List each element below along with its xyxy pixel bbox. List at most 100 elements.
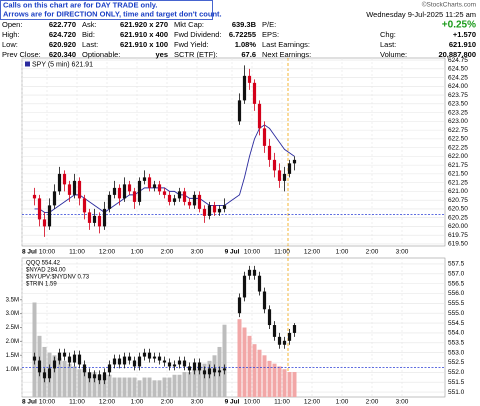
y-tick-label: 620.00 — [448, 223, 468, 230]
volume-bar — [132, 377, 137, 397]
volume-bar — [122, 377, 127, 397]
y-tick-label: 623.75 — [448, 92, 468, 99]
note-box — [0, 0, 213, 20]
x-tick-label: 10:00 — [244, 399, 261, 406]
y-tick-label: 622.25 — [448, 144, 468, 151]
quote-cell: 639.3B — [232, 20, 257, 29]
x-tick-label: 11:00 — [274, 249, 290, 256]
y-tick-label: 554.0 — [448, 330, 465, 337]
candle-body — [47, 205, 52, 227]
candle-body — [207, 368, 212, 375]
quote-cell: Mkt Cap: — [174, 20, 204, 29]
volume-bar — [197, 366, 202, 397]
volume-bar — [172, 374, 177, 397]
quote-cell: 622.770 — [49, 20, 76, 29]
volume-bar — [102, 374, 107, 397]
quote-cell: 1.08% — [235, 40, 257, 49]
candle-body — [292, 325, 297, 333]
quote-cell: Fwd Dividend: — [174, 30, 222, 39]
candle-body — [277, 336, 282, 345]
y-tick-label: 556.5 — [448, 280, 465, 287]
volume-bar — [67, 363, 72, 397]
candle-body — [82, 198, 87, 213]
y-tick-label: 621.25 — [448, 179, 468, 186]
x-tick-label: 3:00 — [396, 399, 409, 406]
legend: $TRIN 1.59 — [26, 282, 57, 288]
volume-bar — [162, 377, 167, 397]
x-tick-label: 10:00 — [39, 249, 56, 256]
candle-body — [42, 372, 47, 379]
volume-bar — [127, 377, 132, 397]
volume-bar — [77, 369, 82, 397]
y-tick-label: 553.0 — [448, 349, 465, 356]
x-tick-label: 3:00 — [191, 249, 204, 256]
candle-body — [72, 180, 77, 195]
candle-body — [97, 374, 102, 381]
volume-bar — [207, 360, 212, 397]
y2-tick-label: 1.0M — [6, 367, 19, 373]
candle-body — [37, 360, 42, 373]
x-tick-label: 3:00 — [191, 399, 204, 406]
volume-bar — [147, 377, 152, 397]
candle-body — [237, 100, 242, 122]
quote-cell: Last Earnings: — [262, 40, 310, 49]
y2-tick-label: 3.0M — [6, 311, 19, 317]
legend: SPY (5 min) 621.91 — [32, 61, 93, 68]
candle-body — [157, 356, 162, 361]
quote-cell: 621.910 x 100 — [120, 40, 168, 49]
y-tick-label: 622.50 — [448, 136, 468, 143]
candle-body — [112, 187, 117, 195]
candle-body — [102, 208, 107, 227]
candle-body — [287, 163, 292, 174]
volume-bar — [267, 360, 272, 397]
y-tick-label: 624.50 — [448, 66, 468, 73]
x-tick-label: 8 Jul — [22, 399, 37, 406]
x-tick-label: 2:00 — [161, 399, 174, 406]
y-tick-label: 624.75 — [448, 57, 468, 64]
quote-cell: 621.920 x 270 — [120, 20, 168, 29]
candle-body — [172, 364, 177, 367]
x-tick-label: 3:00 — [396, 249, 409, 256]
quote-cell: P/E: — [262, 20, 276, 29]
quote-cell: yes — [155, 50, 168, 59]
x-tick-label: 10:00 — [39, 399, 56, 406]
y-tick-label: 557.5 — [448, 261, 465, 268]
volume-bar — [107, 374, 112, 397]
candle-body — [152, 356, 157, 359]
candle-body — [242, 275, 247, 298]
candle-body — [222, 205, 227, 209]
candle-body — [57, 173, 62, 192]
volume-bar — [152, 380, 157, 397]
quote-cell: Open: — [2, 20, 22, 29]
candle-body — [247, 75, 252, 83]
volume-bar — [62, 360, 67, 397]
volume-bar — [182, 371, 187, 397]
quote-cell: +1.570 — [453, 30, 476, 39]
candle-body — [277, 170, 282, 181]
quote-cell: Bid: — [82, 30, 95, 39]
quote-cell: 67.6 — [241, 50, 256, 59]
candle-body — [202, 370, 207, 375]
volume-bar — [167, 377, 172, 397]
candle-body — [62, 173, 67, 185]
candle-body — [77, 354, 82, 365]
x-tick-label: 12:00 — [304, 249, 321, 256]
y-tick-label: 623.25 — [448, 109, 468, 116]
candle-body — [52, 191, 57, 206]
x-tick-label: 11:00 — [274, 399, 290, 406]
x-tick-label: 1:00 — [336, 399, 349, 406]
volume-bar — [192, 369, 197, 397]
y-tick-label: 554.5 — [448, 320, 465, 327]
x-tick-label: 1:00 — [131, 249, 144, 256]
candle-body — [52, 360, 57, 369]
volume-bar — [292, 371, 297, 397]
y-tick-label: 623.50 — [448, 101, 468, 108]
candle-body — [282, 340, 287, 345]
candle-body — [247, 269, 252, 276]
y-tick-label: 622.00 — [448, 153, 468, 160]
y-tick-label: 619.50 — [448, 241, 468, 248]
y-tick-label: 623.00 — [448, 118, 468, 125]
volume-bar — [202, 363, 207, 397]
y-tick-label: 552.0 — [448, 369, 465, 376]
